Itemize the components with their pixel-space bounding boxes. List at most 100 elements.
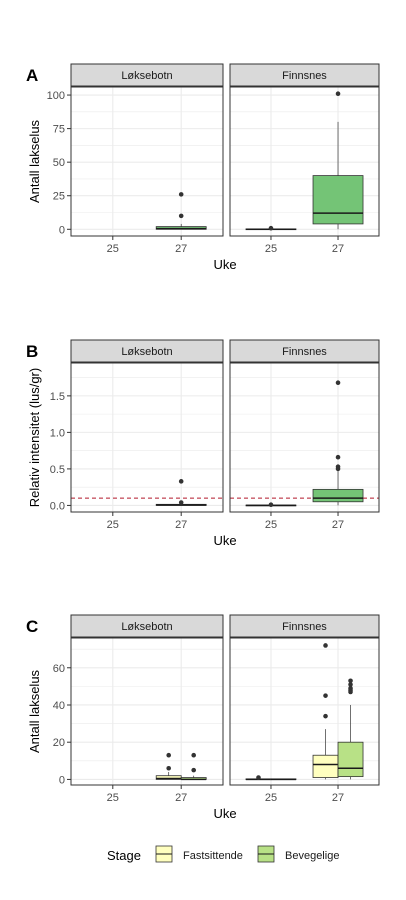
panel-border bbox=[229, 637, 380, 786]
y-tick-label: 1.5 bbox=[50, 391, 65, 403]
y-tick-label: 0.0 bbox=[50, 500, 65, 512]
facet-strip bbox=[229, 614, 380, 638]
facet-strip-label: Løksebotn bbox=[121, 621, 172, 633]
box-27-bevegelige bbox=[180, 752, 207, 781]
box-body bbox=[337, 741, 364, 778]
facet-0: Løksebotn 25 27 bbox=[70, 63, 224, 255]
y-tick-label: 20 bbox=[53, 737, 65, 749]
y-tick-label: 25 bbox=[53, 191, 65, 203]
panel-b: B Relativ intensitet (lus/gr) 0.0 0.5 1.0 1.5… bbox=[26, 339, 380, 548]
outlier-point bbox=[335, 454, 341, 460]
y-tick-label: 0.5 bbox=[50, 464, 65, 476]
outlier-point bbox=[268, 225, 274, 231]
x-tick-label: 25 bbox=[107, 792, 119, 804]
y-tick-label: 50 bbox=[53, 157, 65, 169]
box-27-bevegelige bbox=[337, 678, 364, 780]
y-tick-label: 0 bbox=[59, 774, 65, 786]
box-27 bbox=[312, 91, 364, 230]
box-27 bbox=[312, 380, 364, 506]
panel-tag: B bbox=[26, 342, 38, 361]
x-axis-title: Uke bbox=[213, 806, 236, 821]
outlier-point bbox=[178, 213, 184, 219]
outlier-point bbox=[335, 91, 341, 97]
facet-strip bbox=[70, 339, 224, 363]
box-body bbox=[312, 488, 364, 503]
facet-1: Finnsnes 25 27 bbox=[229, 339, 380, 531]
x-tick-label: 25 bbox=[265, 792, 277, 804]
legend-label: Bevegelige bbox=[285, 850, 339, 862]
outlier-point bbox=[191, 767, 196, 773]
outlier-point bbox=[335, 380, 341, 386]
box-25-bevegelige bbox=[270, 778, 297, 781]
legend-label: Fastsittende bbox=[183, 850, 243, 862]
x-tick-label: 25 bbox=[107, 519, 119, 531]
outlier-point bbox=[323, 713, 328, 719]
panel-tag: A bbox=[26, 66, 38, 85]
legend: Stage Fastsittende Bevegelige bbox=[107, 845, 339, 863]
plot-background bbox=[71, 638, 223, 785]
facet-strip bbox=[70, 614, 224, 638]
facet-1: Finnsnes 25 27 bbox=[229, 614, 380, 804]
legend-title: Stage bbox=[107, 848, 141, 863]
box-body bbox=[312, 754, 339, 778]
y-tick-label: 0 bbox=[59, 224, 65, 236]
y-axis-title: Antall lakselus bbox=[27, 119, 42, 203]
facet-0: Løksebotn 25 27 bbox=[70, 614, 224, 804]
panel-border bbox=[70, 637, 224, 786]
x-axis-title: Uke bbox=[213, 257, 236, 272]
box-25 bbox=[245, 502, 297, 507]
box-body bbox=[312, 175, 364, 225]
panel-tag: C bbox=[26, 617, 38, 636]
y-tick-label: 60 bbox=[53, 663, 65, 675]
box-27-fastsittende bbox=[312, 643, 339, 780]
panel-border bbox=[229, 362, 380, 513]
outlier-point bbox=[348, 678, 353, 684]
facet-strip-label: Finnsnes bbox=[282, 346, 327, 358]
outlier-point bbox=[178, 192, 184, 197]
y-tick-label: 100 bbox=[47, 90, 65, 102]
facet-0: Løksebotn 25 27 bbox=[70, 339, 224, 531]
x-tick-label: 27 bbox=[175, 519, 187, 531]
box-27 bbox=[155, 479, 207, 506]
outlier-point bbox=[268, 502, 274, 507]
outlier-point bbox=[166, 765, 171, 771]
x-tick-label: 27 bbox=[332, 519, 344, 531]
facet-strip bbox=[229, 63, 380, 87]
facet-strip bbox=[229, 339, 380, 363]
box-25-fastsittende bbox=[245, 775, 272, 781]
facet-strip-label: Finnsnes bbox=[282, 70, 327, 82]
facet-strip-label: Løksebotn bbox=[121, 346, 172, 358]
x-tick-label: 25 bbox=[265, 519, 277, 531]
y-axis-title: Relativ intensitet (lus/gr) bbox=[27, 368, 42, 507]
facet-1: Finnsnes 25 27 bbox=[229, 63, 380, 255]
x-tick-label: 27 bbox=[332, 792, 344, 804]
y-tick-label: 1.0 bbox=[50, 427, 65, 439]
plot-background bbox=[71, 87, 223, 236]
outlier-point bbox=[191, 752, 196, 758]
outlier-point bbox=[178, 500, 184, 505]
plot-background bbox=[71, 363, 223, 512]
x-tick-label: 25 bbox=[107, 243, 119, 255]
facet-strip-label: Løksebotn bbox=[121, 70, 172, 82]
y-tick-label: 40 bbox=[53, 700, 65, 712]
outlier-point bbox=[256, 775, 261, 780]
x-tick-label: 25 bbox=[265, 243, 277, 255]
outlier-point bbox=[178, 479, 184, 484]
outlier-point bbox=[323, 693, 328, 698]
x-tick-label: 27 bbox=[175, 792, 187, 804]
facet-strip bbox=[70, 63, 224, 87]
outlier-point bbox=[166, 752, 171, 758]
x-tick-label: 27 bbox=[175, 243, 187, 255]
outlier-point bbox=[348, 685, 353, 691]
box-27 bbox=[155, 192, 207, 230]
panel-border bbox=[229, 86, 380, 237]
panel-border bbox=[70, 86, 224, 237]
y-tick-label: 75 bbox=[53, 124, 65, 136]
box-25 bbox=[245, 225, 297, 231]
outlier-point bbox=[335, 464, 341, 470]
x-axis-title: Uke bbox=[213, 533, 236, 548]
x-tick-label: 27 bbox=[332, 243, 344, 255]
